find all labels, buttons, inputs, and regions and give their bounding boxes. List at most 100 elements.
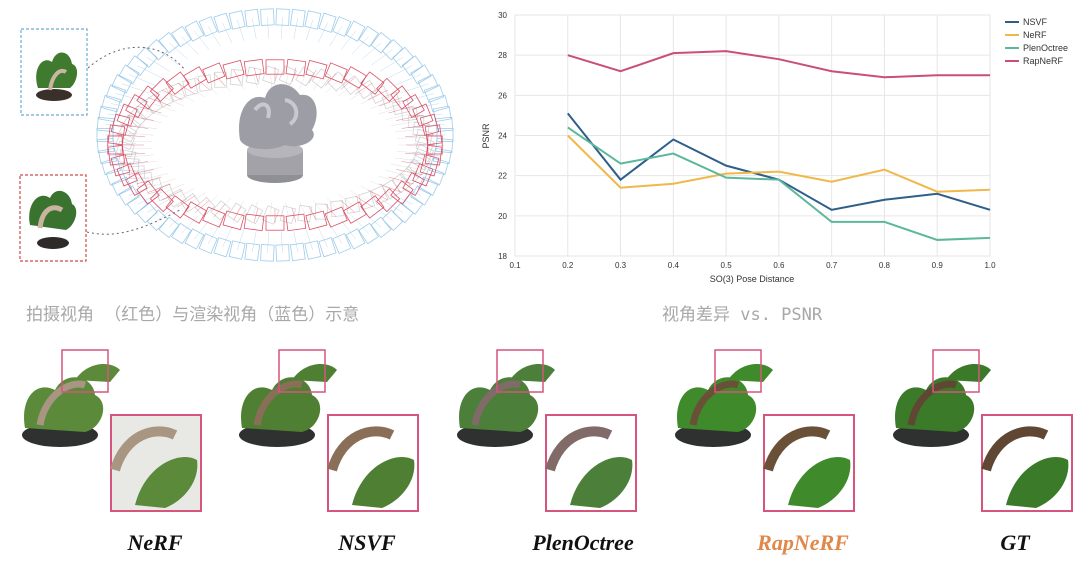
method-label-nerf: NeRF bbox=[127, 530, 183, 555]
camera-ray bbox=[204, 82, 218, 95]
camera-frustum bbox=[332, 233, 352, 254]
camera-frustum bbox=[402, 94, 425, 118]
camera-frustum bbox=[118, 64, 140, 85]
camera-frustum bbox=[424, 144, 443, 166]
camera-ray bbox=[354, 82, 373, 95]
camera-frustum bbox=[118, 185, 140, 206]
camera-frustum bbox=[304, 240, 322, 260]
chart-grid bbox=[514, 14, 991, 257]
camera-ray bbox=[213, 203, 225, 218]
y-tick-label: 20 bbox=[498, 212, 507, 221]
camera-frustum bbox=[392, 99, 411, 116]
x-tick-label: 0.9 bbox=[932, 261, 944, 270]
camera-frustum bbox=[401, 106, 419, 122]
camera-frustum bbox=[146, 38, 169, 61]
camera-ray bbox=[267, 231, 269, 253]
comparison-panel bbox=[457, 349, 637, 512]
zoom-region-box bbox=[714, 349, 762, 393]
camera-ray bbox=[127, 114, 154, 121]
camera-frustum bbox=[402, 172, 425, 196]
camera-frustum bbox=[98, 147, 118, 165]
camera-ray bbox=[131, 125, 158, 130]
chart-legend: NSVF NeRF PlenOctree RapNeRF bbox=[1005, 17, 1068, 66]
camera-ray bbox=[136, 117, 162, 123]
camera-ray bbox=[281, 231, 283, 253]
camera-ray bbox=[291, 208, 297, 223]
camera-ray bbox=[153, 178, 176, 187]
camera-ray bbox=[120, 124, 149, 129]
camera-frustum bbox=[324, 62, 348, 84]
camera-ray bbox=[177, 195, 196, 208]
camera-ray bbox=[340, 30, 356, 50]
camera-frustum bbox=[244, 204, 264, 225]
camera-ray bbox=[281, 17, 283, 39]
camera-ray bbox=[394, 74, 422, 86]
camera-ray bbox=[317, 22, 328, 44]
camera-ray bbox=[379, 183, 403, 193]
method-label-nsvf: NSVF bbox=[338, 530, 396, 555]
camera-ray bbox=[146, 198, 171, 213]
camera-ray bbox=[147, 97, 171, 107]
camera-ray bbox=[253, 208, 259, 223]
camera-frustum bbox=[243, 213, 265, 232]
camera-frustum bbox=[116, 163, 138, 187]
camera-ray bbox=[136, 105, 162, 114]
series-line-nerf bbox=[567, 134, 991, 193]
camera-ray bbox=[305, 19, 314, 41]
camera-frustum bbox=[332, 16, 352, 37]
camera-ray bbox=[325, 81, 338, 93]
camera-ray bbox=[157, 49, 179, 66]
camera-ray bbox=[131, 160, 158, 165]
camera-frustum bbox=[117, 123, 138, 143]
camera-ray bbox=[378, 106, 402, 115]
camera-ray bbox=[338, 84, 353, 97]
camera-frustum bbox=[314, 203, 329, 220]
camera-ray bbox=[176, 91, 195, 102]
camera-frustum bbox=[149, 188, 174, 213]
camera-ray bbox=[394, 128, 422, 133]
camera-ray bbox=[194, 200, 210, 213]
camera-ray bbox=[233, 69, 242, 84]
camera-ray bbox=[351, 215, 369, 234]
legend-label: NSVF bbox=[1023, 17, 1048, 27]
camera-frustum bbox=[428, 94, 449, 113]
camera-ray bbox=[161, 190, 183, 201]
camera-frustum bbox=[122, 157, 140, 172]
camera-ray bbox=[168, 210, 189, 228]
x-tick-labels: 0.1 0.2 0.3 0.4 0.5 0.6 0.7 0.8 0.9 1.0 bbox=[509, 261, 996, 270]
camera-frustum bbox=[111, 74, 133, 94]
camera-frustum bbox=[376, 188, 401, 213]
camera-ray bbox=[390, 164, 417, 169]
comparison-panel bbox=[239, 349, 419, 512]
camera-frustum bbox=[412, 163, 434, 187]
camera-ray bbox=[251, 18, 257, 40]
camera-frustum bbox=[228, 10, 246, 30]
camera-frustum bbox=[324, 206, 348, 228]
camera-ray bbox=[385, 113, 410, 120]
camera-ray bbox=[233, 206, 242, 221]
camera-ray bbox=[370, 181, 392, 190]
camera-frustum bbox=[305, 59, 328, 80]
camera-ray bbox=[405, 168, 435, 177]
legend-label: PlenOctree bbox=[1023, 43, 1068, 53]
camera-ray bbox=[236, 19, 245, 41]
chart-caption: 视角差异 vs. PSNR bbox=[662, 305, 823, 325]
camera-ray bbox=[388, 176, 414, 185]
capture-view-cameras bbox=[107, 58, 443, 232]
camera-frustum bbox=[401, 55, 424, 77]
camera-ray bbox=[360, 94, 380, 105]
y-tick-label: 24 bbox=[498, 132, 507, 141]
camera-frustum bbox=[136, 201, 158, 224]
legend-label: NeRF bbox=[1023, 30, 1047, 40]
zoom-region-box bbox=[496, 349, 544, 393]
camera-ray bbox=[325, 203, 337, 218]
zoom-region-box bbox=[932, 349, 980, 393]
camera-frustum bbox=[116, 103, 138, 127]
camera-frustum bbox=[414, 128, 434, 146]
camera-ray bbox=[405, 134, 434, 137]
camera-frustum bbox=[410, 185, 432, 206]
camera-ray bbox=[120, 161, 149, 166]
camera-frustum bbox=[285, 213, 307, 232]
camera-frustum bbox=[311, 68, 332, 89]
captured-view-thumbnail bbox=[19, 174, 87, 262]
